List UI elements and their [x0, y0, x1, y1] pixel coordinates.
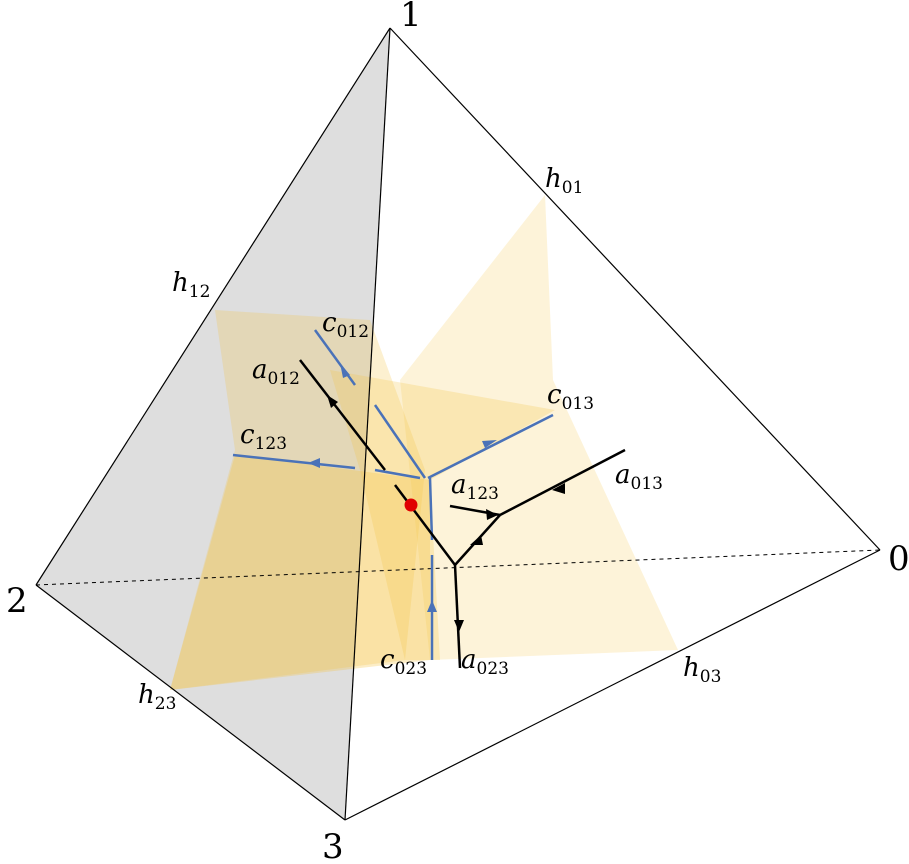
label-c123: c123 [240, 420, 287, 454]
c012-curve [313, 329, 357, 386]
vertex-label-2: 2 [6, 581, 28, 621]
c013-curve [427, 413, 554, 480]
c123-curve [232, 453, 356, 470]
vertex-label-1: 1 [400, 0, 422, 35]
vertex-label-0: 0 [888, 539, 909, 579]
label-c023: c023 [380, 645, 427, 679]
plane-h12 [170, 310, 425, 690]
label-a012: a012 [252, 355, 300, 389]
plane-h01-h03 [400, 195, 678, 660]
label-a023: a023 [461, 645, 509, 679]
a-arrows [327, 395, 565, 632]
label-h03: h03 [683, 653, 721, 687]
label-c013: c013 [547, 380, 594, 414]
label-h12: h12 [172, 268, 210, 302]
a023-curve [453, 564, 462, 669]
label-a013: a013 [615, 460, 663, 494]
vertex-label-3: 3 [322, 827, 344, 864]
a012-curve [299, 359, 386, 471]
c-arrows [308, 363, 497, 612]
marked-point [404, 498, 418, 512]
label-c012: c012 [322, 308, 369, 342]
label-h01: h01 [545, 164, 583, 198]
a013-curve [499, 448, 626, 517]
tetrahedron-edges [35, 27, 881, 821]
face-123 [36, 28, 390, 820]
label-h23: h23 [138, 680, 176, 714]
c-curves [232, 329, 554, 660]
label-a123: a123 [451, 470, 499, 504]
c023-curve [428, 477, 434, 541]
plane-h23 [170, 455, 430, 690]
